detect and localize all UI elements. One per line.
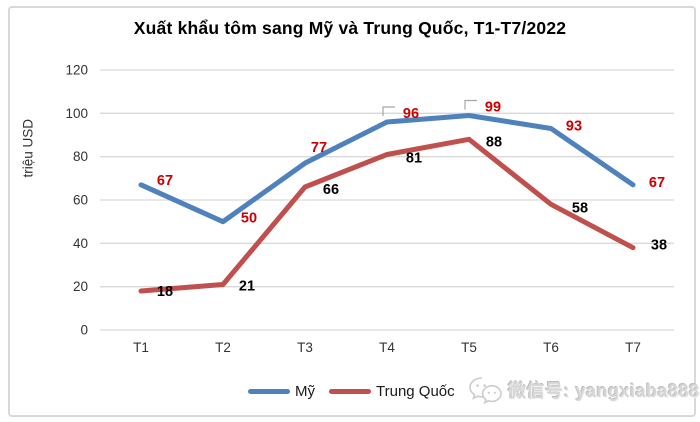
y-tick-label: 60 [73, 193, 88, 208]
x-tick-label: T3 [297, 340, 313, 355]
data-label: 88 [486, 134, 502, 150]
legend: Mỹ Trung Quốc [248, 383, 455, 400]
legend-item-mỹ: Mỹ [248, 383, 315, 400]
y-tick-label: 120 [65, 63, 88, 78]
data-label: 96 [403, 106, 419, 122]
data-label: 18 [157, 284, 173, 300]
data-label: 93 [566, 119, 582, 135]
chart-title: Xuất khẩu tôm sang Mỹ và Trung Quốc, T1-… [133, 18, 567, 38]
x-tick-label: T5 [461, 340, 477, 355]
data-label: 77 [311, 140, 327, 156]
data-label: 67 [157, 173, 173, 189]
data-label: 67 [649, 175, 665, 191]
y-tick-label: 100 [65, 106, 88, 121]
data-label: 66 [323, 182, 339, 198]
x-tick-label: T6 [543, 340, 559, 355]
x-tick-label: T4 [379, 340, 395, 355]
data-label: 38 [651, 238, 667, 254]
watermark: 微信号: yangxiaba888 [468, 374, 700, 406]
label-leader-line [382, 106, 395, 116]
x-tick-label: T7 [625, 340, 641, 355]
y-tick-label: 0 [80, 323, 88, 338]
x-tick-label: T2 [215, 340, 231, 355]
y-tick-label: 20 [73, 279, 88, 294]
wechat-icon [469, 377, 502, 405]
legend-label: Mỹ [295, 383, 315, 400]
series-line-trung-quốc [138, 136, 636, 294]
y-tick-label: 80 [73, 149, 88, 164]
legend-swatch [248, 389, 290, 394]
data-label: 99 [485, 100, 501, 116]
series-line-mỹ [138, 113, 636, 225]
label-leader-line [464, 99, 477, 110]
legend-label: Trung Quốc [376, 383, 455, 400]
watermark-text: 微信号: yangxiaba888 [508, 381, 700, 401]
legend-swatch [329, 389, 371, 394]
data-label: 21 [239, 279, 255, 295]
y-tick-label: 40 [73, 236, 88, 251]
data-label: 81 [406, 151, 422, 167]
data-label: 58 [572, 200, 588, 216]
data-label: 50 [241, 211, 257, 227]
legend-item-trung-quốc: Trung Quốc [329, 383, 455, 400]
x-tick-label: T1 [133, 340, 149, 355]
